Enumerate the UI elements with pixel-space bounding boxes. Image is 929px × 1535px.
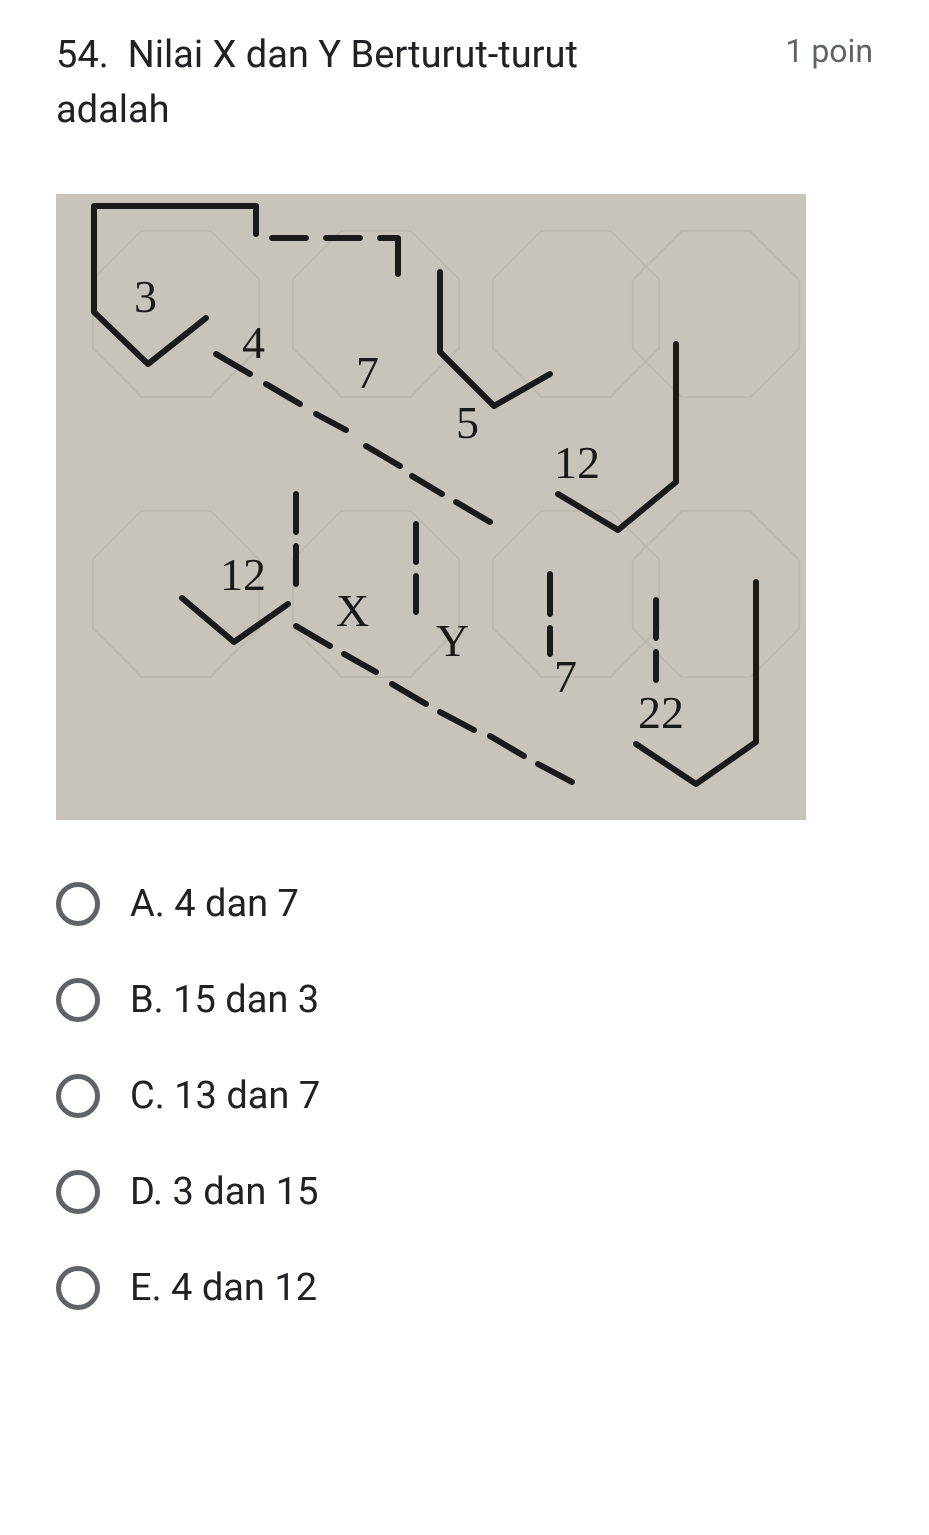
question-header: 54. Nilai X dan Y Berturut-turut adalah … (56, 28, 873, 138)
radio-icon (56, 978, 100, 1022)
svg-text:5: 5 (456, 397, 479, 448)
radio-icon (56, 1266, 100, 1310)
svg-text:X: X (336, 585, 369, 636)
svg-text:3: 3 (134, 271, 157, 322)
question-number: 54. (56, 33, 109, 77)
option-e[interactable]: E. 4 dan 12 (56, 1240, 873, 1336)
diagram-svg: 3 4 7 5 12 12 X Y 7 22 (56, 194, 806, 820)
option-label: A. 4 dan 7 (130, 882, 299, 926)
option-label: B. 15 dan 3 (130, 978, 319, 1022)
svg-text:7: 7 (356, 347, 379, 398)
svg-text:12: 12 (554, 437, 600, 488)
radio-icon (56, 1170, 100, 1214)
option-d[interactable]: D. 3 dan 15 (56, 1144, 873, 1240)
radio-icon (56, 1074, 100, 1118)
svg-text:12: 12 (220, 549, 266, 600)
svg-text:Y: Y (436, 615, 469, 666)
option-label: E. 4 dan 12 (130, 1266, 317, 1310)
option-a[interactable]: A. 4 dan 7 (56, 856, 873, 952)
question-line1: Nilai X dan Y Berturut-turut (128, 33, 578, 77)
options-list: A. 4 dan 7 B. 15 dan 3 C. 13 dan 7 D. 3 … (56, 856, 873, 1336)
option-b[interactable]: B. 15 dan 3 (56, 952, 873, 1048)
question-container: 54. Nilai X dan Y Berturut-turut adalah … (0, 0, 929, 1376)
radio-icon (56, 882, 100, 926)
svg-text:7: 7 (554, 651, 577, 702)
svg-text:22: 22 (638, 687, 684, 738)
points-label: 1 poin (765, 28, 873, 70)
diagram-image: 3 4 7 5 12 12 X Y 7 22 (56, 194, 806, 820)
option-label: D. 3 dan 15 (130, 1170, 319, 1214)
option-label: C. 13 dan 7 (130, 1074, 320, 1118)
option-c[interactable]: C. 13 dan 7 (56, 1048, 873, 1144)
question-text: 54. Nilai X dan Y Berturut-turut adalah (56, 28, 765, 138)
question-line2: adalah (56, 88, 170, 132)
svg-text:4: 4 (242, 317, 265, 368)
